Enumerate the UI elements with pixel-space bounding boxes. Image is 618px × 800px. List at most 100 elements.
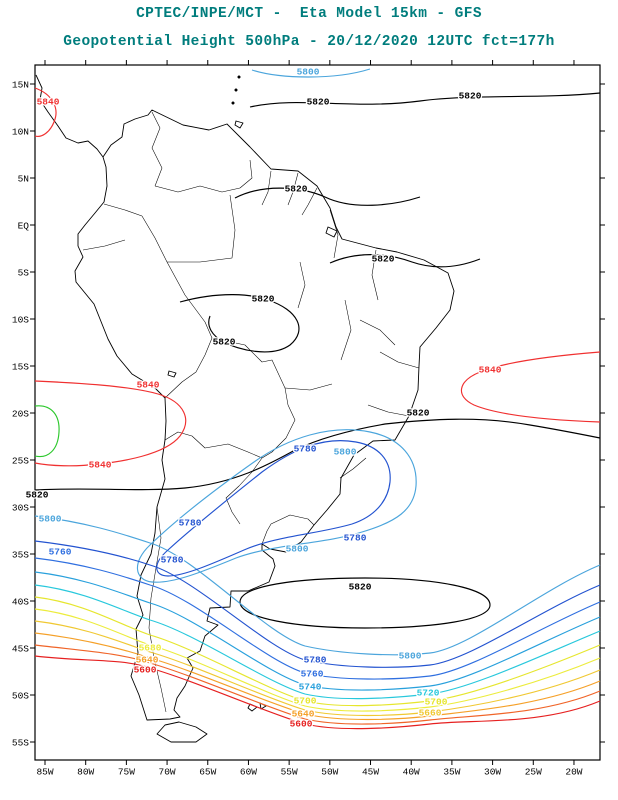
coastlines xyxy=(35,74,455,743)
contour-5660 xyxy=(34,620,601,717)
contour-label: 5820 xyxy=(252,294,275,305)
lat-label: 5N xyxy=(18,174,29,185)
contour-label: 5840 xyxy=(89,460,112,471)
lat-label: 50S xyxy=(12,691,29,702)
lat-label: 10N xyxy=(12,127,29,138)
contour-label: 5780 xyxy=(304,655,327,666)
lat-label: 15S xyxy=(12,362,29,373)
lon-label: 75W xyxy=(118,767,135,778)
contour-label: 5700 xyxy=(294,696,317,707)
contour-label: 5700 xyxy=(425,697,448,708)
contour-5740 xyxy=(34,571,601,691)
contour-lines xyxy=(34,68,601,730)
lon-label: 80W xyxy=(77,767,94,778)
contour-label: 5780 xyxy=(344,533,367,544)
chart-title-line2: Geopotential Height 500hPa - 20/12/2020 … xyxy=(63,34,555,50)
contour-labels: 5840 5800 5820 5820 5820 5820 5820 5820 5840 5840… xyxy=(24,65,503,731)
lon-label: 40W xyxy=(403,767,420,778)
lon-label: 35W xyxy=(443,767,460,778)
lake-titicaca xyxy=(167,370,177,378)
contour-label: 5660 xyxy=(419,708,442,719)
lat-label: EQ xyxy=(18,221,30,232)
contour-5640 xyxy=(34,632,601,721)
contour-label: 5800 xyxy=(39,514,62,525)
lat-label: 10S xyxy=(12,315,29,326)
contour-5680 xyxy=(34,608,601,712)
contour-label: 5820 xyxy=(407,408,430,419)
contour-label: 5820 xyxy=(349,582,372,593)
contour-label: 5820 xyxy=(213,337,236,348)
contour-5820 xyxy=(234,187,421,206)
contour-label: 5800 xyxy=(334,447,357,458)
contour-label: 5600 xyxy=(290,719,313,730)
lon-label: 20W xyxy=(565,767,582,778)
contour-5600 xyxy=(34,655,601,730)
lon-label: 60W xyxy=(240,767,257,778)
contour-5700 xyxy=(34,596,601,707)
lon-label: 65W xyxy=(199,767,216,778)
contour-5840 xyxy=(34,380,187,467)
contour-label: 5780 xyxy=(294,444,317,455)
contour-label: 5760 xyxy=(301,669,324,680)
island-antilles-1 xyxy=(231,101,235,105)
contour-5840 xyxy=(461,351,601,423)
lat-label: 40S xyxy=(12,597,29,608)
island-marajo xyxy=(325,226,338,238)
contour-label: 5680 xyxy=(139,643,162,654)
lat-label: 45S xyxy=(12,644,29,655)
lat-label: 25S xyxy=(12,456,29,467)
axis-labels: 85W 80W 75W 70W 65W 60W 55W 50W 45W 40W 35W 30W 25W 2… xyxy=(12,80,583,778)
lon-label: 45W xyxy=(362,767,379,778)
coastline-south-america xyxy=(74,109,455,721)
contour-label: 5780 xyxy=(161,555,184,566)
lon-label: 55W xyxy=(281,767,298,778)
contour-label: 5740 xyxy=(299,682,322,693)
lat-label: 55S xyxy=(12,738,29,749)
contour-5760 xyxy=(34,557,601,680)
contour-5820 xyxy=(329,254,481,268)
lon-label: 30W xyxy=(484,767,501,778)
contour-label: 5840 xyxy=(137,380,160,391)
contour-5800 xyxy=(136,429,417,583)
contour-label: 5820 xyxy=(459,91,482,102)
contour-label: 5800 xyxy=(297,67,320,78)
contour-label: 5780 xyxy=(179,518,202,529)
island-antilles-3 xyxy=(237,75,241,79)
contour-label: 5640 xyxy=(136,655,159,666)
lat-label: 20S xyxy=(12,409,29,420)
contour-label: 5640 xyxy=(292,709,315,720)
lat-label: 5S xyxy=(18,268,30,279)
contour-5800 xyxy=(251,68,371,78)
lon-label: 25W xyxy=(525,767,542,778)
contour-5800 xyxy=(34,515,601,656)
lat-label: 30S xyxy=(12,503,29,514)
contour-5840 xyxy=(34,87,57,137)
contour-label: 5820 xyxy=(372,254,395,265)
contour-5820 xyxy=(179,294,300,353)
lat-label: 15N xyxy=(12,80,29,91)
contour-label: 5720 xyxy=(417,688,440,699)
contour-5780 xyxy=(34,540,601,668)
contour-label: 5600 xyxy=(134,665,157,676)
coastline-central-america xyxy=(35,74,104,158)
contour-label: 5820 xyxy=(285,184,308,195)
contour-label: 5840 xyxy=(37,97,60,108)
contour-label: 5820 xyxy=(307,97,330,108)
contour-5720 xyxy=(34,584,601,700)
lon-label: 50W xyxy=(321,767,338,778)
island-trinidad xyxy=(234,120,244,129)
coastline-tierra-del-fuego xyxy=(156,721,208,743)
contour-5780 xyxy=(156,440,391,577)
country-borders xyxy=(82,111,420,713)
contour-label: 5800 xyxy=(399,651,422,662)
island-antilles-2 xyxy=(234,88,238,92)
contour-5820 xyxy=(249,92,601,108)
lat-label: 35S xyxy=(12,550,29,561)
contour-label: 5820 xyxy=(26,490,49,501)
contour-label: 5840 xyxy=(479,365,502,376)
contour-5620 xyxy=(34,644,601,725)
lon-label: 85W xyxy=(36,767,53,778)
axis-ticks xyxy=(30,60,605,765)
